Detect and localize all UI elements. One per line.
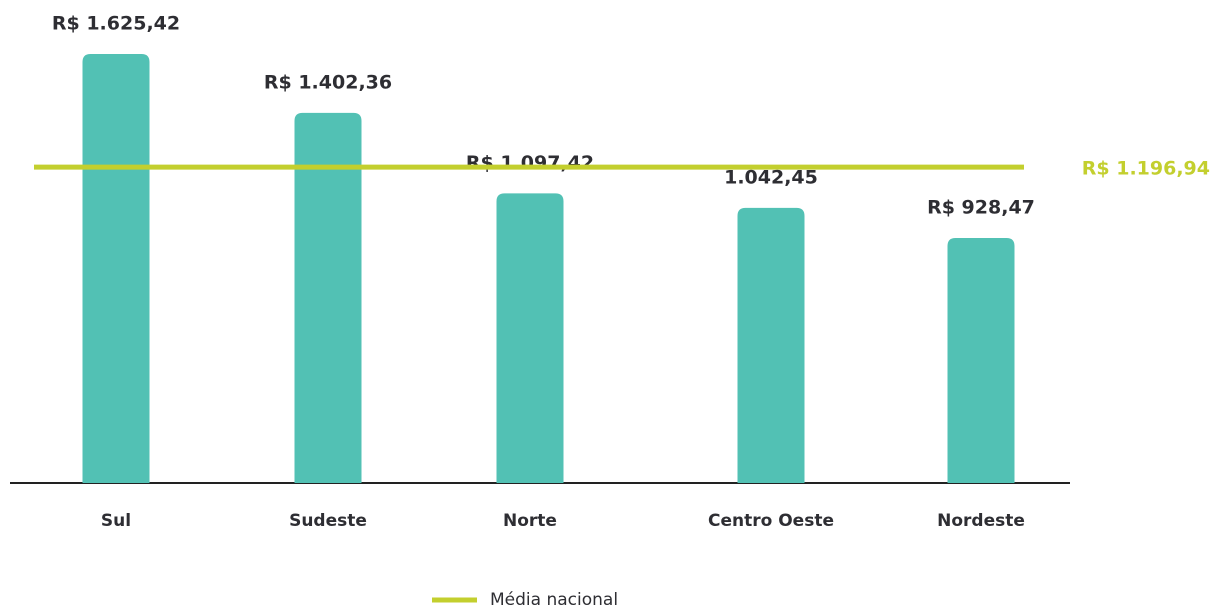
x-tick-label: Sul <box>101 511 131 531</box>
value-label: R$ 1.625,42 <box>52 13 180 35</box>
bar <box>737 207 805 483</box>
value-label: 1.042,45 <box>724 166 818 188</box>
bar <box>496 193 564 483</box>
value-label: R$ 1.402,36 <box>264 71 392 93</box>
value-label: R$ 1.097,42 <box>466 152 594 174</box>
x-tick-label: Centro Oeste <box>708 511 834 531</box>
x-tick-label: Sudeste <box>289 511 367 531</box>
x-tick-label: Nordeste <box>937 511 1025 531</box>
legend-label: Média nacional <box>490 590 618 610</box>
bar <box>947 237 1015 483</box>
reference-label: R$ 1.196,94 <box>1082 158 1210 180</box>
bar <box>294 112 362 484</box>
bar <box>82 54 150 483</box>
value-label: R$ 928,47 <box>927 196 1035 218</box>
x-tick-label: Norte <box>503 511 557 531</box>
